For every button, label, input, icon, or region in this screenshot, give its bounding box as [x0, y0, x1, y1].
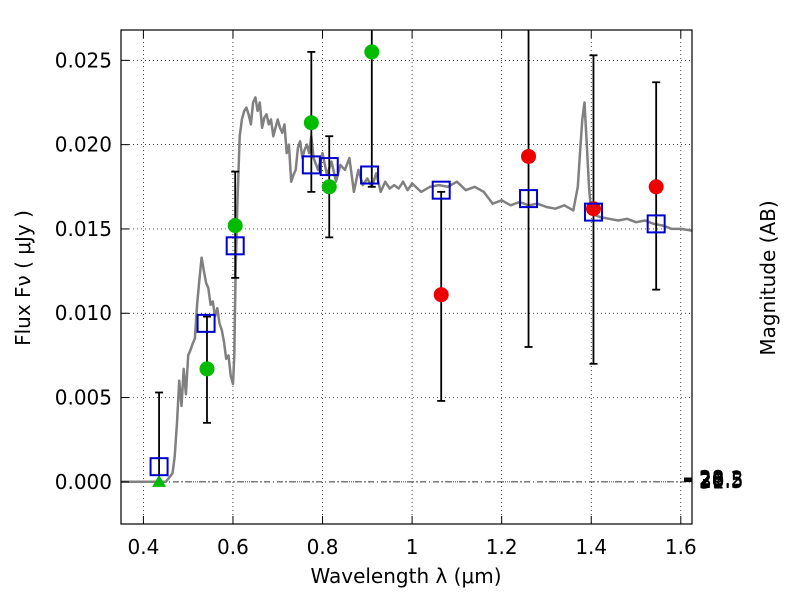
y2-axis-label: Magnitude (AB) [756, 200, 780, 355]
model-flux-square-2 [225, 236, 245, 256]
detection-point-1 [227, 218, 243, 234]
x-tick-label-3: 1 [406, 535, 419, 559]
error-bar-9 [155, 391, 164, 482]
y2-tick-label-1: 28.2 [699, 467, 744, 491]
upper-limit-marker-0 [152, 474, 167, 487]
x-tick-label-4: 1.2 [486, 535, 518, 559]
y-tick-label-2: 0.010 [55, 301, 112, 325]
nondetection-point-3 [648, 179, 664, 195]
model-flux-square-5 [360, 165, 380, 185]
model-flux-square-8 [583, 202, 603, 222]
y2-tick-label-6: 31 [699, 470, 724, 494]
nondetection-point-1 [521, 148, 537, 164]
nondetection-point-0 [433, 287, 449, 303]
y2-tick-label-2: 28.5 [699, 467, 744, 491]
y-tick-label-0: 0.000 [55, 470, 112, 494]
model-flux-square-7 [519, 189, 539, 209]
x-tick-label-5: 1.4 [575, 535, 607, 559]
x-tick-label-2: 0.8 [307, 535, 339, 559]
y2-tick-label-0: 28 [699, 466, 724, 490]
model-flux-square-0 [149, 457, 169, 477]
model-flux-square-9 [646, 214, 666, 234]
y-tick-label-1: 0.005 [55, 386, 112, 410]
error-bars [155, 30, 661, 482]
y2-tick-label-3: 29 [699, 468, 724, 492]
y-axis-label: Flux Fν ( μJy ) [11, 210, 35, 346]
plot-frame [120, 29, 693, 525]
y-tick-label-5: 0.025 [55, 48, 112, 72]
detection-point-0 [199, 361, 215, 377]
x-axis-label: Wavelength λ (μm) [310, 564, 501, 588]
x-tick-label-1: 0.6 [217, 535, 249, 559]
detection-point-2 [303, 115, 319, 131]
y2-tick-label-4: 29.5 [699, 469, 744, 493]
detection-point-3 [321, 179, 337, 195]
error-bar-6 [524, 30, 533, 348]
axis-ticks: 0.4 0.6 0.8 1 1.2 1.4 1.6 0.000 0.005 0.010 0.015 0… [55, 30, 744, 559]
y2-tick-label-5: 30 [699, 469, 724, 493]
nondetection-point-2 [585, 201, 601, 217]
data-markers [149, 44, 666, 487]
y-tick-label-3: 0.015 [55, 217, 112, 241]
x-tick-label-6: 1.6 [665, 535, 697, 559]
model-flux-square-6 [431, 180, 451, 200]
model-flux-square-4 [319, 157, 339, 177]
model-flux-square-1 [196, 313, 216, 333]
y-tick-label-4: 0.020 [55, 133, 112, 157]
detection-point-4 [364, 44, 380, 60]
x-tick-label-0: 0.4 [127, 535, 159, 559]
